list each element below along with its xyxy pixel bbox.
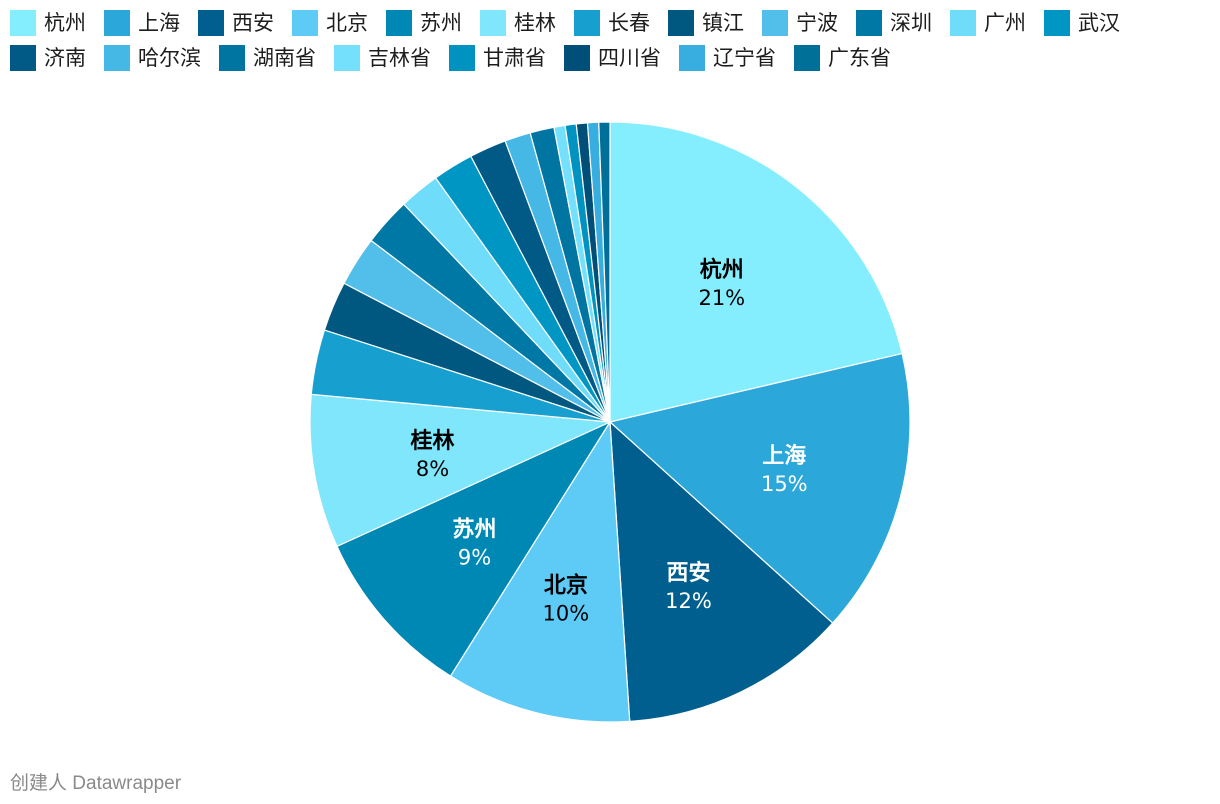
pie-slice-上海: [608, 352, 911, 624]
legend-label: 湖南省: [253, 46, 316, 70]
legend-label: 吉林省: [368, 46, 431, 70]
slice-label-name: 杭州: [700, 257, 744, 283]
legend-label: 宁波: [796, 11, 838, 35]
legend-item: 广州: [950, 10, 1026, 36]
legend-label: 上海: [138, 11, 180, 35]
legend-item: 四川省: [564, 45, 661, 71]
datawrapper-credit: 创建人 Datawrapper: [10, 773, 182, 794]
legend-item: 哈尔滨: [104, 45, 201, 71]
pie-slice-北京: [449, 420, 631, 723]
slice-label-name: 苏州: [452, 517, 496, 543]
legend-swatch: [856, 10, 882, 36]
legend-item: 长春: [574, 10, 650, 36]
legend-item: 济南: [10, 45, 86, 71]
legend-label: 深圳: [890, 11, 932, 35]
legend-swatch: [679, 45, 705, 71]
legend-swatch: [10, 10, 36, 36]
legend-label: 广东省: [828, 46, 891, 70]
legend-label: 西安: [232, 11, 274, 35]
pie-slice-苏州: [336, 420, 612, 677]
legend-label: 武汉: [1078, 11, 1120, 35]
slice-label-percent: 8%: [416, 457, 449, 481]
legend-swatch: [449, 45, 475, 71]
legend-item: 辽宁省: [679, 45, 776, 71]
legend-item: 深圳: [856, 10, 932, 36]
legend-label: 甘肃省: [483, 46, 546, 70]
legend-label: 苏州: [420, 11, 462, 35]
legend-swatch: [574, 10, 600, 36]
legend-item: 武汉: [1044, 10, 1120, 36]
legend-item: 宁波: [762, 10, 838, 36]
pie-slice-杭州: [609, 121, 903, 423]
legend-item: 苏州: [386, 10, 462, 36]
legend-label: 哈尔滨: [138, 46, 201, 70]
legend-label: 镇江: [702, 11, 744, 35]
legend-swatch: [1044, 10, 1070, 36]
legend-label: 长春: [608, 11, 650, 35]
legend-swatch: [334, 45, 360, 71]
legend-swatch: [104, 45, 130, 71]
legend-label: 广州: [984, 11, 1026, 35]
slice-label-name: 北京: [544, 573, 588, 599]
slice-label-name: 西安: [666, 560, 710, 586]
legend-item: 西安: [198, 10, 274, 36]
slice-label-percent: 21%: [698, 286, 745, 310]
legend-item: 广东省: [794, 45, 891, 71]
legend-item: 上海: [104, 10, 180, 36]
chart-legend: 杭州 上海 西安 北京 苏州 桂林 长春 镇江 宁波 深圳 广州 武汉济南 哈尔滨 湖南省 吉林省 甘肃省 四川…: [10, 10, 1210, 71]
slice-label-name: 桂林: [410, 428, 454, 454]
legend-swatch: [104, 10, 130, 36]
slice-label-percent: 15%: [761, 472, 808, 496]
legend-label: 北京: [326, 11, 368, 35]
legend-swatch: [762, 10, 788, 36]
legend-label: 桂林: [514, 11, 556, 35]
legend-label: 济南: [44, 46, 86, 70]
legend-swatch: [668, 10, 694, 36]
legend-swatch: [794, 45, 820, 71]
legend-swatch: [292, 10, 318, 36]
legend-swatch: [950, 10, 976, 36]
legend-swatch: [386, 10, 412, 36]
legend-label: 四川省: [598, 46, 661, 70]
slice-label-percent: 12%: [665, 589, 712, 613]
legend-swatch: [564, 45, 590, 71]
legend-swatch: [198, 10, 224, 36]
legend-item: 吉林省: [334, 45, 431, 71]
legend-item: 镇江: [668, 10, 744, 36]
pie-slice-桂林: [309, 393, 613, 548]
pie-slice-西安: [609, 420, 834, 722]
legend-swatch: [10, 45, 36, 71]
legend-label: 杭州: [44, 11, 86, 35]
legend-item: 北京: [292, 10, 368, 36]
legend-item: 甘肃省: [449, 45, 546, 71]
slice-label-percent: 9%: [458, 546, 491, 570]
legend-label: 辽宁省: [713, 46, 776, 70]
slice-label-percent: 10%: [543, 602, 590, 626]
slice-label-name: 上海: [762, 443, 806, 469]
legend-item: 杭州: [10, 10, 86, 36]
legend-swatch: [219, 45, 245, 71]
pie-slice-广东省: [598, 121, 611, 423]
legend-item: 湖南省: [219, 45, 316, 71]
legend-swatch: [480, 10, 506, 36]
legend-item: 桂林: [480, 10, 556, 36]
